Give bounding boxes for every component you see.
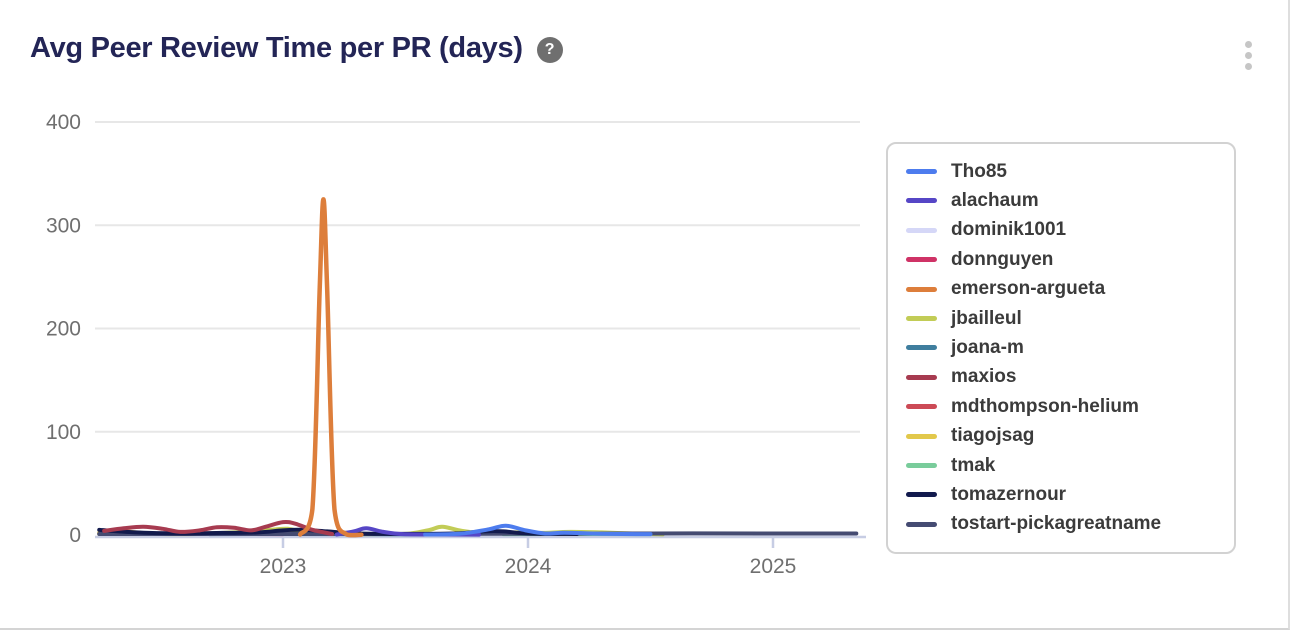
legend-swatch-icon [906,227,937,233]
legend-label: dominik1001 [951,219,1067,241]
legend-label: tiagojsag [951,425,1035,447]
legend-swatch-icon [906,257,937,263]
x-tick-label: 2025 [750,555,797,578]
y-tick-label: 400 [46,111,81,134]
legend-swatch-icon [906,521,937,527]
legend-swatch-icon [906,345,937,351]
legend-label: Tho85 [951,160,1007,182]
kebab-dot [1245,41,1252,48]
legend-item-tomazernour[interactable]: tomazernour [906,480,1216,509]
legend-item-mdthompson-helium[interactable]: mdthompson-helium [906,392,1216,421]
legend-item-tiagojsag[interactable]: tiagojsag [906,422,1216,451]
legend-swatch-icon [906,286,937,292]
y-tick-label: 300 [46,214,81,237]
legend-label: jbailleul [951,307,1022,329]
series-line-maxios [102,519,334,536]
legend-swatch-icon [906,404,937,410]
legend-label: mdthompson-helium [951,395,1139,417]
y-tick-label: 200 [46,318,81,341]
legend-swatch-icon [906,169,937,174]
x-tick-label: 2023 [260,555,307,578]
legend-item-tmak[interactable]: tmak [906,451,1216,480]
legend-swatch-icon [906,374,937,380]
x-tick-label: 2024 [505,555,552,578]
legend-label: joana-m [951,336,1024,358]
legend-swatch-icon [906,463,937,469]
legend-label: emerson-argueta [951,278,1106,300]
kebab-menu-icon[interactable] [1241,37,1256,74]
legend-swatch-icon [906,316,937,322]
legend-item-alachaum[interactable]: alachaum [906,186,1216,215]
chart-legend: Tho85 alachaum dominik1001 donnguyen emerson… [886,142,1236,554]
legend-item-Tho85[interactable]: Tho85 [906,157,1216,186]
legend-label: maxios [951,366,1017,388]
y-tick-label: 0 [69,524,81,547]
y-tick-label: 100 [46,421,81,444]
kebab-dot [1245,52,1252,59]
chart-title: Avg Peer Review Time per PR (days) [30,32,523,64]
kebab-dot [1245,63,1252,70]
legend-swatch-icon [906,433,937,439]
series-line-Tho85 [423,523,653,537]
legend-label: donnguyen [951,248,1054,270]
legend-item-emerson-argueta[interactable]: emerson-argueta [906,275,1216,304]
legend-label: tomazernour [951,483,1067,505]
legend-label: alachaum [951,189,1039,211]
series-line-emerson-argueta [297,197,364,538]
legend-item-maxios[interactable]: maxios [906,363,1216,392]
legend-item-jbailleul[interactable]: jbailleul [906,304,1216,333]
legend-item-tostart-pickagreatname[interactable]: tostart-pickagreatname [906,510,1216,539]
legend-swatch-icon [906,492,937,498]
legend-item-donnguyen[interactable]: donnguyen [906,245,1216,274]
legend-label: tmak [951,454,996,476]
legend-item-joana-m[interactable]: joana-m [906,333,1216,362]
help-icon[interactable]: ? [536,37,563,63]
legend-label: tostart-pickagreatname [951,513,1162,535]
legend-item-dominik1001[interactable]: dominik1001 [906,216,1216,245]
legend-swatch-icon [906,198,937,204]
card-header: Avg Peer Review Time per PR (days) ? [30,32,563,65]
